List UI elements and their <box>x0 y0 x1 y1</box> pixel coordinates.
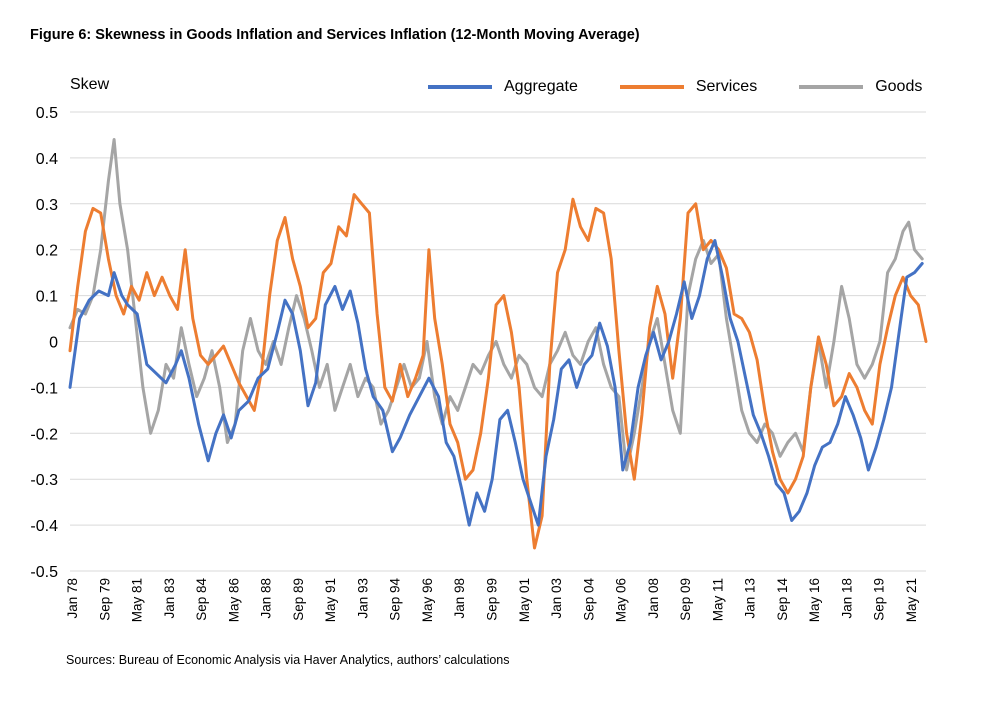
x-tick-label: Jan 88 <box>259 578 274 619</box>
legend-swatch-goods <box>799 85 864 89</box>
y-tick-label: -0.5 <box>30 564 58 581</box>
legend-item-services: Services <box>619 78 758 96</box>
y-tick-label: 0.4 <box>36 151 58 168</box>
series-line-goods <box>68 138 924 472</box>
series-line-services <box>68 193 928 550</box>
chart-title: Figure 6: Skewness in Goods Inflation an… <box>30 27 640 43</box>
x-tick-label: Sep 79 <box>97 578 112 621</box>
x-tick-label: Jan 08 <box>646 578 661 619</box>
x-tick-label: May 96 <box>420 578 435 622</box>
x-tick-label: May 91 <box>323 578 338 622</box>
x-tick-label: Jan 78 <box>65 578 80 619</box>
y-tick-label: 0.2 <box>36 243 58 260</box>
x-tick-label: May 81 <box>130 578 145 622</box>
legend-item-goods: Goods <box>799 78 922 96</box>
y-tick-label: 0.3 <box>36 197 58 214</box>
y-tick-label: -0.4 <box>30 518 58 535</box>
x-tick-label: May 86 <box>226 578 241 622</box>
x-tick-label: Jan 93 <box>355 578 370 619</box>
legend-swatch-services <box>619 85 684 89</box>
x-tick-label: Sep 09 <box>678 578 693 621</box>
x-tick-label: Sep 99 <box>485 578 500 621</box>
x-tick-label: May 21 <box>904 578 919 622</box>
x-tick-label: Jan 03 <box>549 578 564 619</box>
x-tick-label: Jan 18 <box>839 578 854 619</box>
x-tick-label: Sep 94 <box>388 578 403 621</box>
y-tick-label: -0.3 <box>30 472 58 489</box>
x-tick-label: Sep 19 <box>872 578 887 621</box>
y-tick-label: 0 <box>49 335 58 352</box>
legend-swatch-aggregate <box>428 85 492 89</box>
x-tick-label: Sep 14 <box>775 578 790 621</box>
x-tick-label: Sep 04 <box>581 578 596 621</box>
x-tick-label: Jan 83 <box>162 578 177 619</box>
legend: Aggregate Services Goods <box>428 78 922 96</box>
x-tick-label: Jan 98 <box>452 578 467 619</box>
x-tick-label: May 11 <box>710 578 725 621</box>
y-tick-label: -0.1 <box>30 380 58 397</box>
x-tick-label: Sep 89 <box>291 578 306 621</box>
legend-item-aggregate: Aggregate <box>428 78 578 96</box>
y-tick-label: 0.5 <box>36 105 58 122</box>
source-note: Sources: Bureau of Economic Analysis via… <box>66 653 510 667</box>
x-tick-label: May 06 <box>614 578 629 622</box>
legend-label-goods: Goods <box>875 78 923 95</box>
x-tick-label: Jan 13 <box>743 578 758 619</box>
legend-label-aggregate: Aggregate <box>504 78 578 95</box>
series-line-aggregate <box>68 239 924 527</box>
x-tick-label: May 01 <box>517 578 532 622</box>
legend-label-services: Services <box>695 78 758 95</box>
x-tick-label: May 16 <box>807 578 822 622</box>
x-tick-label: Sep 84 <box>194 578 209 621</box>
y-tick-label: 0.1 <box>36 289 58 306</box>
y-tick-label: -0.2 <box>30 426 58 443</box>
y-axis-label: Skew <box>70 76 110 93</box>
